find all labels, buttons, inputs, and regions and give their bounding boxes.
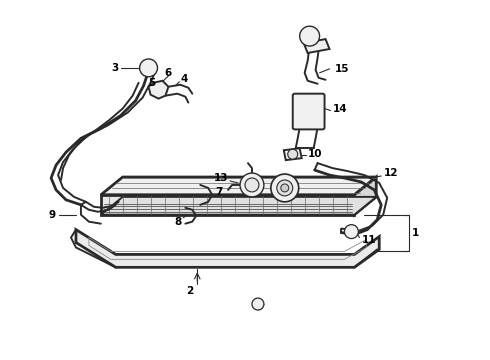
- Polygon shape: [284, 148, 302, 160]
- Text: 11: 11: [361, 234, 376, 244]
- Polygon shape: [304, 39, 329, 53]
- Polygon shape: [101, 197, 376, 215]
- Text: 1: 1: [412, 228, 419, 238]
- Circle shape: [140, 59, 157, 77]
- Text: 14: 14: [333, 104, 347, 113]
- Polygon shape: [354, 177, 376, 215]
- Text: 8: 8: [175, 217, 182, 227]
- Circle shape: [281, 184, 289, 192]
- FancyBboxPatch shape: [293, 94, 324, 129]
- Circle shape: [277, 180, 293, 196]
- Polygon shape: [101, 195, 354, 215]
- Polygon shape: [148, 81, 169, 99]
- Text: 10: 10: [308, 149, 322, 159]
- Polygon shape: [76, 230, 379, 267]
- Text: 7: 7: [215, 187, 222, 197]
- Text: 9: 9: [49, 210, 56, 220]
- Text: 15: 15: [335, 64, 349, 74]
- Circle shape: [271, 174, 299, 202]
- Text: 13: 13: [214, 173, 228, 183]
- Circle shape: [300, 26, 319, 46]
- Text: 6: 6: [165, 68, 172, 78]
- Polygon shape: [101, 177, 376, 195]
- Circle shape: [240, 173, 264, 197]
- Circle shape: [288, 149, 298, 159]
- Text: 12: 12: [384, 168, 399, 178]
- Text: 5: 5: [148, 78, 155, 88]
- Circle shape: [344, 225, 358, 239]
- Circle shape: [245, 178, 259, 192]
- Circle shape: [252, 298, 264, 310]
- Text: 2: 2: [186, 286, 193, 296]
- Text: 3: 3: [111, 63, 119, 73]
- Text: 4: 4: [180, 74, 188, 84]
